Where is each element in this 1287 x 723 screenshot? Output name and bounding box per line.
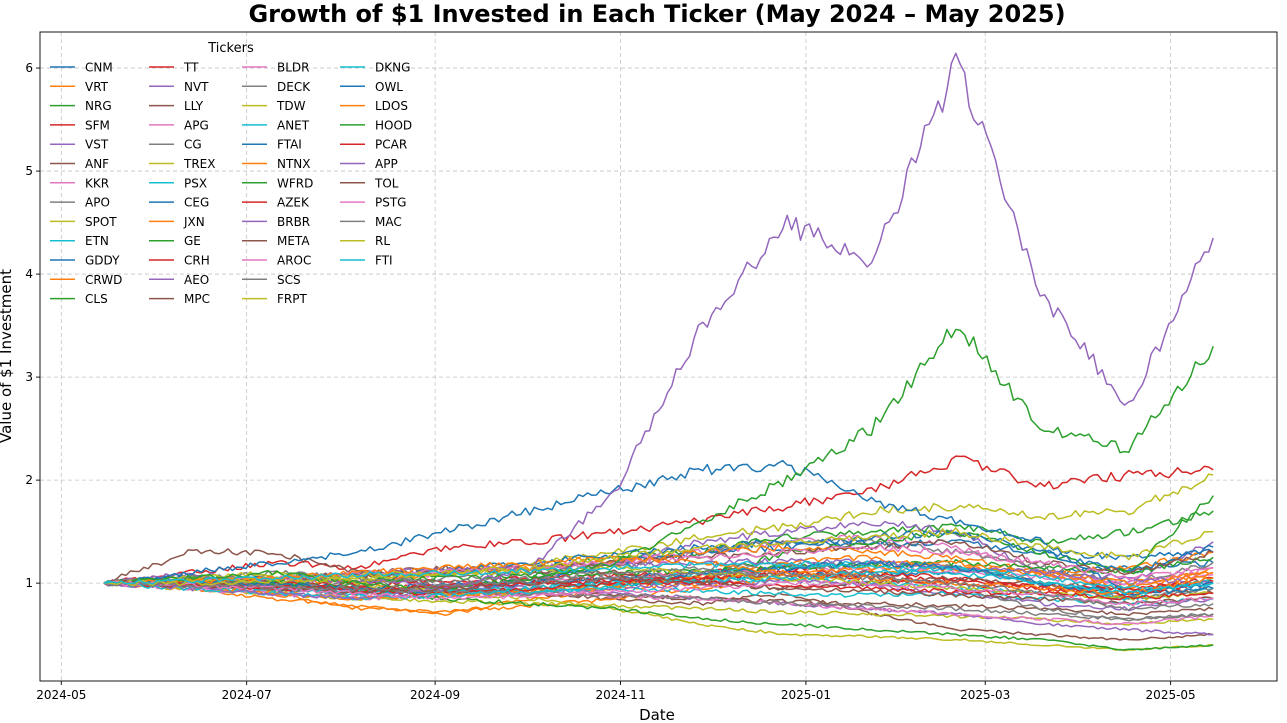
x-tick-label: 2025-01 [781,688,831,702]
legend-entry: PSTG [375,196,406,210]
y-tick-label: 3 [25,370,33,384]
legend-entry: APO [85,196,110,210]
x-tick-label: 2024-05 [36,688,86,702]
x-tick-label: 2024-09 [410,688,460,702]
series-line-owl [103,560,1214,596]
series-line-sfm [103,455,1214,585]
legend-entry: KKR [85,176,109,190]
legend-entry: JXN [183,215,205,229]
series-line-pstg [103,579,1214,607]
series-layer [103,52,1214,652]
x-tick-label: 2024-11 [595,688,645,702]
legend-entry: RL [375,234,390,248]
legend-entry: DECK [277,80,311,94]
legend-entry: APP [375,157,398,171]
legend-entry: SCS [277,273,301,287]
legend-entry: DKNG [375,61,410,75]
legend-entry: CEG [184,196,209,210]
legend-entry: FRPT [277,292,307,306]
legend-entry: CRWD [85,273,122,287]
tick-layer: 2024-05 2024-07 2024-09 2024-11 2025-01 2025-… [25,61,1195,702]
legend-entry: ANF [85,157,109,171]
legend-entry: ANET [277,118,310,132]
legend-entry: ETN [85,234,109,248]
legend-entry: META [277,234,310,248]
y-tick-label: 1 [25,576,33,590]
legend-entry: MPC [184,292,210,306]
legend-entry: NRG [85,99,112,113]
plot-frame [39,31,1278,682]
legend-title: Tickers [207,41,254,56]
legend-entry: LLY [184,99,204,113]
legend-entry: AEO [184,273,209,287]
x-axis-label: Date [639,706,675,723]
legend-entry: FTI [375,254,393,268]
legend-entry: WFRD [277,176,313,190]
y-tick-label: 6 [25,61,33,75]
legend-entry: VRT [85,80,109,94]
chart-title: Growth of $1 Invested in Each Ticker (Ma… [248,0,1065,28]
series-line-brbr [103,557,1214,586]
x-tick-label: 2024-07 [222,688,272,702]
legend-entry: CG [184,138,202,152]
legend-entry: TT [183,61,199,75]
legend-entry: OWL [375,80,403,94]
x-tick-label: 2025-03 [960,688,1010,702]
series-line-rl [103,527,1214,587]
y-tick-label: 4 [25,267,33,281]
series-line-ftai [103,459,1214,596]
legend-entry: AZEK [277,196,310,210]
legend-entry: BRBR [277,215,310,229]
legend-entry: AROC [277,254,311,268]
legend-entry: TOL [374,176,399,190]
series-line-app [103,52,1214,601]
legend-entry: TDW [276,99,306,113]
series-line-hood [103,328,1214,591]
legend-entry: SFM [85,118,110,132]
legend-entry: PCAR [375,138,407,152]
legend-entry: SPOT [85,215,117,229]
legend-entry: GDDY [85,254,120,268]
legend-entry: APG [184,118,209,132]
legend-entry: MAC [375,215,402,229]
legend-entry: CNM [85,61,113,75]
series-line-anf [103,548,1214,641]
x-tick-label: 2025-05 [1146,688,1196,702]
legend-entry: FTAI [277,138,302,152]
legend-entry: NTNX [277,157,311,171]
legend-entry: BLDR [277,61,310,75]
legend-entry: PSX [184,176,207,190]
legend-entry: GE [184,234,201,248]
legend-entry: VST [85,138,109,152]
legend-entry: CRH [184,254,210,268]
y-axis-label: Value of $1 Investment [0,269,15,443]
legend-entry: LDOS [375,99,408,113]
y-tick-label: 5 [25,164,33,178]
series-line-fti [103,560,1214,595]
series-line-mac [103,570,1214,611]
y-tick-label: 2 [25,473,33,487]
series-line-azek [103,569,1214,597]
legend-entry: NVT [184,80,209,94]
legend: Tickers CNM VRT NRG SFM VST ANF KKR APO SPOT ETN G… [50,41,412,306]
legend-entry: TREX [183,157,215,171]
legend-entry: CLS [85,292,108,306]
legend-entry: HOOD [375,118,412,132]
